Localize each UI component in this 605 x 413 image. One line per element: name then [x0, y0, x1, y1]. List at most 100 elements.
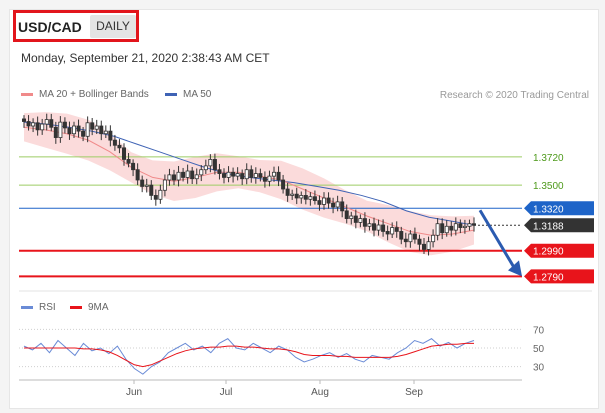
candle-body: [340, 201, 345, 212]
candle-body: [85, 122, 90, 137]
candle-body: [199, 169, 204, 176]
candle-body: [49, 119, 54, 128]
candle-body: [362, 218, 367, 227]
candle-body: [58, 121, 63, 138]
candle-body: [81, 130, 86, 137]
level-tag-1.2790: 1.2790: [524, 269, 594, 284]
candle-body: [117, 144, 122, 149]
candle-body: [44, 119, 49, 125]
level-label-1.3500: 1.3500: [533, 181, 564, 192]
candle-body: [267, 175, 272, 182]
legend-rsi: RSI: [21, 302, 56, 313]
candle-body: [381, 224, 386, 232]
rsi-tick-50: 50: [533, 344, 545, 355]
candle-body: [262, 177, 267, 182]
candle-body: [131, 162, 136, 171]
level-tag-bg: [524, 269, 594, 284]
candle-body: [444, 225, 449, 234]
level-tag-text: 1.3320: [533, 204, 564, 215]
candle-body: [217, 169, 222, 174]
candle-body: [449, 225, 454, 231]
candle-body: [99, 125, 104, 135]
candle-body: [462, 225, 467, 228]
candle-body: [112, 139, 117, 146]
candle-body: [426, 241, 431, 250]
level-tag-bg: [524, 201, 594, 216]
ma20-line: [23, 126, 475, 236]
candle-body: [162, 179, 167, 191]
rsi-tick-30: 30: [533, 363, 545, 374]
candle-body: [40, 123, 45, 131]
credit-text: Research © 2020 Trading Central: [439, 90, 589, 101]
level-tag-text: 1.2990: [533, 247, 564, 258]
candle-body: [185, 170, 190, 178]
candle-body: [390, 227, 395, 235]
candle-body: [299, 195, 304, 199]
forecast-arrow-shaft: [478, 209, 516, 269]
candle-body: [194, 174, 199, 180]
candle-body: [149, 184, 154, 196]
candle-body: [399, 231, 404, 240]
candle-body: [458, 223, 463, 228]
ma50-line: [23, 121, 475, 226]
candle-body: [90, 122, 95, 130]
level-label-1.3720: 1.3720: [533, 153, 564, 164]
x-tick-Aug: Aug: [311, 387, 329, 398]
candle-body: [94, 125, 99, 130]
candle-body: [158, 189, 163, 200]
candle-body: [467, 223, 472, 227]
candle-body: [371, 223, 376, 231]
9ma-swatch: [70, 306, 82, 309]
candle-body: [235, 173, 240, 177]
candle-body: [240, 173, 245, 180]
timeframe-badge[interactable]: DAILY: [90, 15, 136, 38]
candle-body: [344, 210, 349, 219]
candle-body: [221, 173, 226, 178]
candle-body: [171, 174, 176, 181]
rsi-line: [23, 338, 475, 375]
candle-body: [271, 171, 276, 177]
candle-body: [303, 195, 308, 200]
candle-body: [31, 122, 36, 127]
candle-body: [35, 122, 40, 131]
candle-body: [249, 169, 254, 178]
candle-body: [385, 231, 390, 235]
candle-body: [326, 197, 331, 204]
rsi-swatch: [21, 306, 33, 309]
candle-body: [122, 147, 127, 160]
candle-body: [72, 125, 77, 135]
candle-body: [349, 215, 354, 219]
candle-body: [367, 223, 372, 227]
candle-body: [281, 179, 286, 190]
candle-body: [231, 171, 236, 177]
candle-body: [244, 169, 249, 180]
candle-body: [208, 159, 213, 167]
level-tag-bg: [524, 218, 594, 233]
level-tag-1.3320: 1.3320: [524, 201, 594, 216]
legend-9ma: 9MA: [70, 302, 109, 313]
forecast-arrow-head: [508, 260, 522, 277]
candle-body: [285, 188, 290, 196]
candle-body: [26, 121, 31, 127]
bollinger-band-area: [24, 112, 474, 256]
candle-body: [321, 197, 326, 205]
candle-body: [135, 169, 140, 181]
candle-body: [203, 165, 208, 171]
symbol-highlight-box: [13, 10, 139, 42]
level-tag-text: 1.3188: [533, 221, 564, 232]
candle-body: [335, 201, 340, 208]
candle-body: [408, 233, 413, 243]
candle-body: [294, 193, 299, 199]
legend-ma20-label: MA 20 + Bollinger Bands: [39, 89, 149, 100]
candle-body: [253, 173, 258, 178]
candle-body: [67, 127, 72, 135]
legend-9ma-label: 9MA: [88, 302, 109, 313]
candle-body: [212, 159, 217, 171]
candle-body: [62, 121, 67, 129]
candle-body: [417, 238, 422, 245]
candle-body: [21, 118, 26, 122]
candle-body: [153, 195, 158, 200]
ma20-swatch: [21, 93, 33, 96]
candle-body: [394, 227, 399, 232]
candle-body: [353, 215, 358, 223]
